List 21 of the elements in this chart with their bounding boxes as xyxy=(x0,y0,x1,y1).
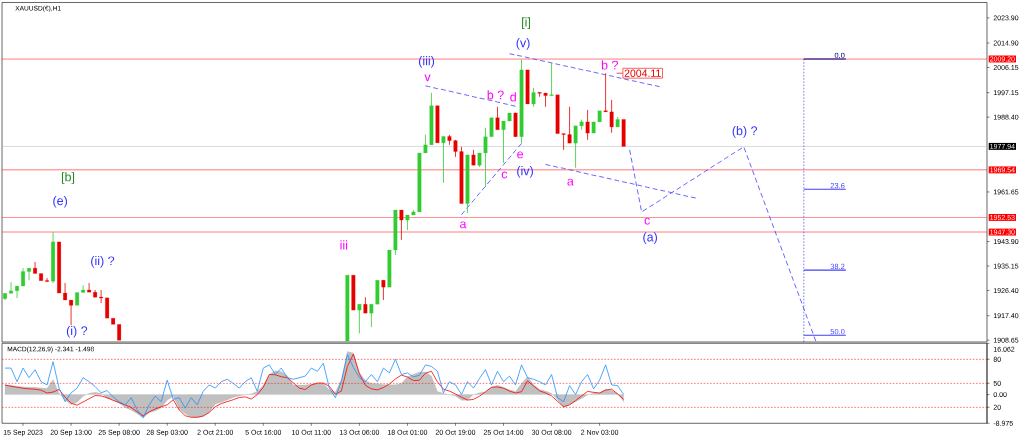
annotation: (i) ? xyxy=(66,325,88,338)
annotation: a xyxy=(460,221,467,229)
annotation: (b) ? xyxy=(732,126,758,138)
annotation: (ii) ? xyxy=(91,256,115,268)
annotation: b ? xyxy=(487,90,504,100)
annotation: d xyxy=(510,92,516,102)
annotation: (iv) xyxy=(517,166,533,178)
annotation: [i] xyxy=(522,17,530,30)
annotation: a xyxy=(567,178,574,186)
annotation: (a) xyxy=(643,232,657,244)
annotation: b ? xyxy=(601,60,618,70)
annotation: (iii) xyxy=(418,56,435,68)
annotation: v xyxy=(424,74,431,82)
annotation: e xyxy=(517,151,524,159)
annotation: c xyxy=(501,171,508,179)
annotation: [b] xyxy=(61,172,75,184)
annotation: (e) xyxy=(53,195,67,208)
text: 2004.11 xyxy=(624,69,661,77)
annotation: iii xyxy=(340,240,348,250)
annotation: c xyxy=(644,217,650,225)
annotation: (v) xyxy=(516,38,530,50)
